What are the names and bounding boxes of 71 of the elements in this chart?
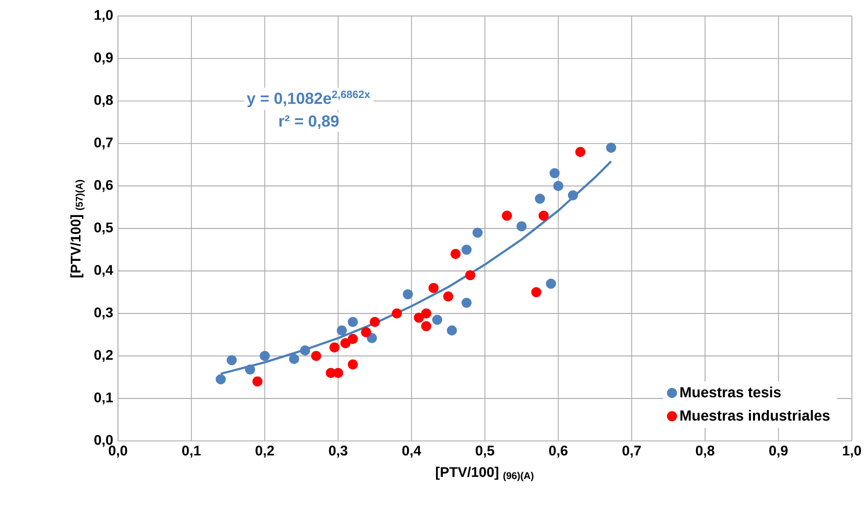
point	[568, 190, 578, 200]
point	[336, 325, 347, 336]
y-tick-label: 0,2	[94, 350, 113, 362]
x-tick-label: 0,3	[328, 446, 348, 458]
point	[252, 376, 262, 387]
y-tick-label: 0,8	[94, 95, 113, 108]
point	[461, 244, 472, 255]
point	[226, 355, 237, 366]
point	[216, 374, 226, 384]
x-tick-label: 0,5	[476, 446, 494, 458]
y-tick-label: 0,9	[94, 52, 113, 65]
x-tick-label: 0,9	[769, 446, 788, 458]
point	[260, 350, 270, 362]
point	[392, 308, 402, 319]
x-tick-label: 0,8	[696, 446, 714, 458]
legend-label: Muestras industriales	[680, 410, 830, 421]
point	[546, 278, 556, 289]
point	[348, 316, 358, 328]
x-tick-label: 0,7	[622, 446, 641, 458]
y-tick-label: 0,1	[94, 392, 113, 404]
point	[348, 334, 358, 344]
y-tick-label: 1,0	[94, 10, 113, 22]
y-tick-label: 0,3	[94, 308, 113, 320]
x-tick-label: 0,6	[549, 446, 568, 458]
point	[366, 333, 377, 344]
point	[575, 146, 586, 158]
point	[333, 368, 344, 378]
point	[421, 321, 432, 332]
point	[421, 308, 432, 319]
annotation: y = 0,1082e$^{2,6862x}$	[246, 90, 370, 108]
y-tick-label: 0,6	[94, 180, 113, 192]
x-tick-label: 0,1	[182, 446, 201, 458]
annotation: r² = 0,89	[279, 115, 339, 130]
point	[311, 350, 322, 362]
x-tick-label: 0,0	[108, 446, 128, 458]
point	[550, 168, 560, 178]
point	[348, 359, 358, 370]
point	[516, 221, 527, 232]
point	[446, 325, 457, 336]
point	[534, 194, 546, 204]
point	[553, 180, 564, 192]
y-tick-label: 0,5	[94, 222, 113, 234]
point	[472, 228, 483, 238]
legend-label: Muestras tesis	[680, 386, 781, 398]
point	[502, 210, 512, 221]
y-tick-label: 0,7	[94, 138, 113, 150]
x-tick-label: 1,0	[842, 446, 861, 458]
x-tick-label: 0,2	[256, 446, 274, 458]
point	[340, 338, 351, 348]
x-axis-title: [PTV/100] $_{(96)(A)}$	[436, 466, 534, 482]
point	[360, 327, 372, 338]
y-tick-label: 0,4	[94, 265, 114, 277]
point	[414, 312, 424, 323]
point	[329, 342, 340, 353]
point	[402, 289, 413, 300]
point	[461, 298, 472, 308]
point	[538, 210, 549, 221]
y-tick-label: 0,0	[94, 434, 113, 447]
point	[245, 364, 256, 375]
point	[443, 291, 454, 302]
x-tick-label: 0,4	[402, 446, 422, 458]
point	[432, 314, 442, 325]
point	[300, 345, 310, 356]
point	[289, 354, 300, 364]
y-axis-title: [PTV/100] $_{(57)(A)}$	[70, 180, 85, 278]
point	[428, 282, 439, 294]
point	[450, 248, 461, 260]
point	[465, 270, 476, 280]
point	[606, 142, 616, 153]
point	[531, 287, 542, 298]
point	[370, 316, 380, 328]
